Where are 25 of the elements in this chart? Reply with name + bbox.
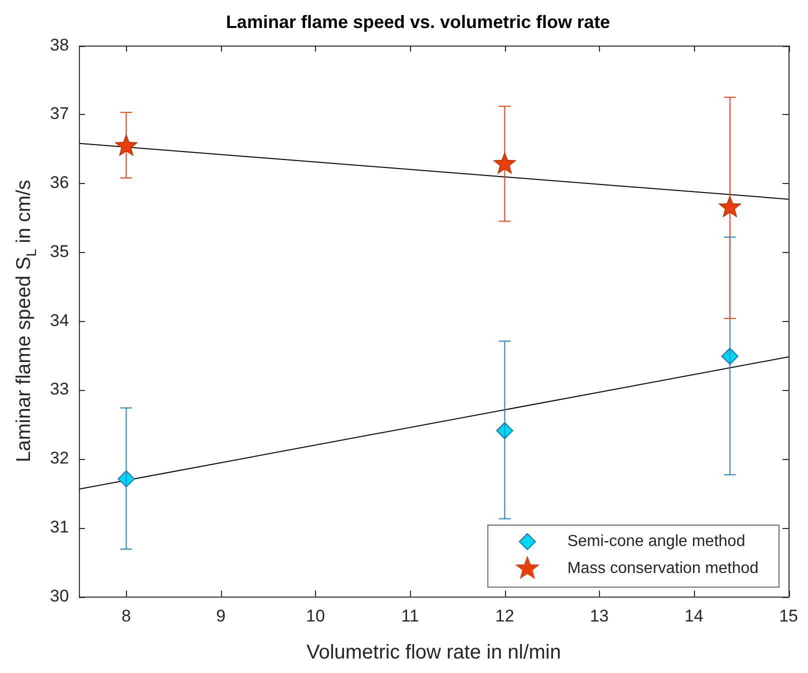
y-tick-label: 37 (50, 104, 69, 124)
y-tick-label: 32 (50, 448, 69, 468)
x-tick-label: 12 (495, 606, 514, 626)
point (494, 152, 516, 174)
y-tick-label: 34 (50, 310, 69, 330)
y-tick-label: 38 (50, 35, 69, 54)
x-tick-label: 8 (121, 606, 131, 626)
chart-title: Laminar flame speed vs. volumetric flow rate (226, 12, 610, 32)
x-tick-label: 14 (684, 606, 704, 626)
x-tick-label: 9 (216, 606, 226, 626)
y-tick-label: 36 (50, 173, 69, 192)
x-tick-label: 15 (779, 606, 798, 626)
legend-label: Mass conservation method (567, 560, 759, 578)
x-axis-title: Volumetric flow rate in nl/min (306, 642, 561, 664)
point (718, 196, 741, 217)
point (115, 134, 138, 156)
y-tick-label: 31 (50, 517, 69, 536)
x-tick-label: 11 (401, 606, 419, 626)
y-tick-label: 33 (50, 380, 69, 399)
x-tick-label: 13 (590, 606, 609, 626)
legend-label: Semi-cone angle method (567, 533, 746, 550)
y-tick-label: 35 (50, 242, 69, 261)
y-tick-label: 30 (50, 586, 69, 606)
x-tick-label: 10 (306, 606, 325, 626)
y-axis-title: Laminar flame speed SL in cm/s (13, 180, 39, 462)
